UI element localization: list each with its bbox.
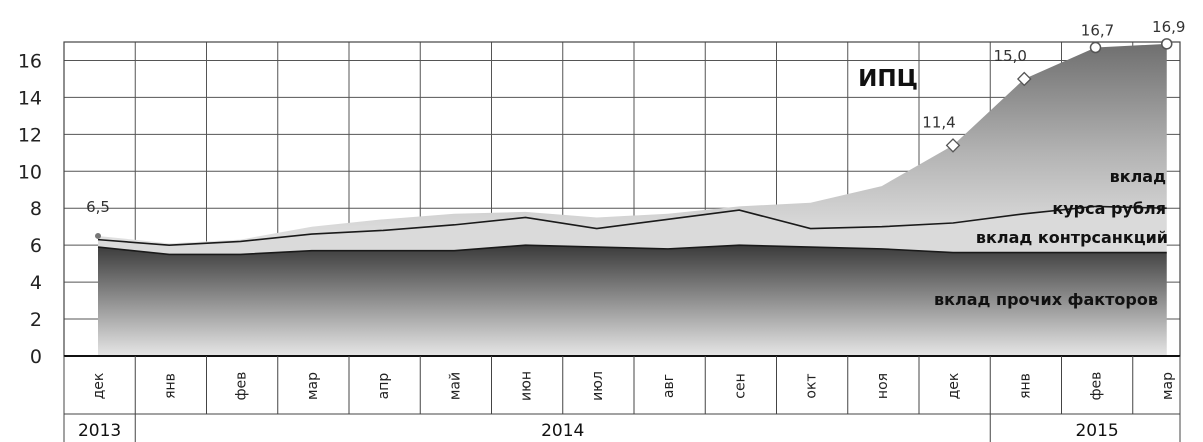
layer-boundary-line [97, 244, 1167, 256]
countersanctions-annotation: вклад контрсанкций [976, 228, 1168, 247]
stacked-areas [97, 43, 1167, 356]
year-label: 2015 [1075, 421, 1118, 441]
x-tick-label: янв [162, 373, 178, 399]
annotations: ИПЦ вклад курса рубля вклад контрсанкций вкл… [858, 66, 1168, 309]
y-tick-label: 14 [18, 87, 42, 109]
area-other-factors [98, 245, 1167, 356]
x-tick-label: сен [732, 373, 748, 398]
y-tick-label: 0 [30, 346, 42, 368]
x-tick-label: фев [234, 372, 250, 401]
data-labels: 6,5 11,4 15,0 16,7 16,9 [86, 18, 1185, 239]
x-tick-label: дек [91, 373, 107, 400]
x-tick-label: мар [1160, 372, 1176, 400]
area-ruble-rate [98, 43, 1167, 246]
x-tick-label: май [447, 372, 463, 400]
x-tick-label: мар [305, 372, 321, 400]
cpi-point-marker [945, 138, 961, 153]
area-countersanctions [98, 206, 1167, 255]
data-label: 11,4 [922, 113, 955, 131]
cpi-point-marker [1089, 41, 1102, 54]
cpi-point-marker [95, 232, 101, 239]
x-tick-label: авг [661, 374, 677, 398]
cpi-annotation: ИПЦ [858, 66, 918, 92]
data-label: 15,0 [994, 47, 1027, 65]
layer-boundary-line [97, 205, 1167, 246]
x-tick-label: апр [376, 373, 392, 400]
y-axis: 0 2 4 6 8 10 12 14 16 [18, 50, 42, 368]
x-tick-label: ноя [875, 373, 891, 399]
data-label: 16,9 [1152, 18, 1185, 36]
y-tick-label: 10 [18, 161, 42, 183]
y-tick-label: 8 [30, 198, 42, 220]
ruble-annotation-line2: курса рубля [1052, 199, 1166, 218]
y-tick-label: 16 [18, 50, 42, 72]
x-axis: дек янв фев мар апр май июн июл авг сен окт ноя дек я… [78, 356, 1176, 442]
y-tick-label: 4 [30, 272, 42, 294]
plot-frame [63, 41, 1181, 442]
ruble-annotation-line1: вклад [1110, 167, 1167, 186]
x-tick-label: янв [1017, 373, 1033, 399]
data-label: 16,7 [1081, 22, 1114, 40]
cpi-point-marker [1161, 38, 1173, 50]
cpi-point-marker [1016, 71, 1032, 87]
y-tick-label: 6 [30, 235, 42, 257]
year-label: 2013 [78, 421, 121, 441]
x-tick-label: фев [1089, 372, 1105, 401]
year-label: 2014 [541, 421, 584, 441]
x-tick-label: июл [590, 371, 606, 401]
data-label: 6,5 [86, 198, 110, 216]
x-tick-label: дек [946, 373, 962, 400]
other-factors-annotation: вклад прочих факторов [934, 290, 1158, 309]
y-tick-label: 12 [18, 124, 42, 146]
x-tick-label: июн [519, 371, 535, 401]
x-tick-label: окт [804, 373, 820, 398]
y-tick-label: 2 [30, 309, 42, 331]
